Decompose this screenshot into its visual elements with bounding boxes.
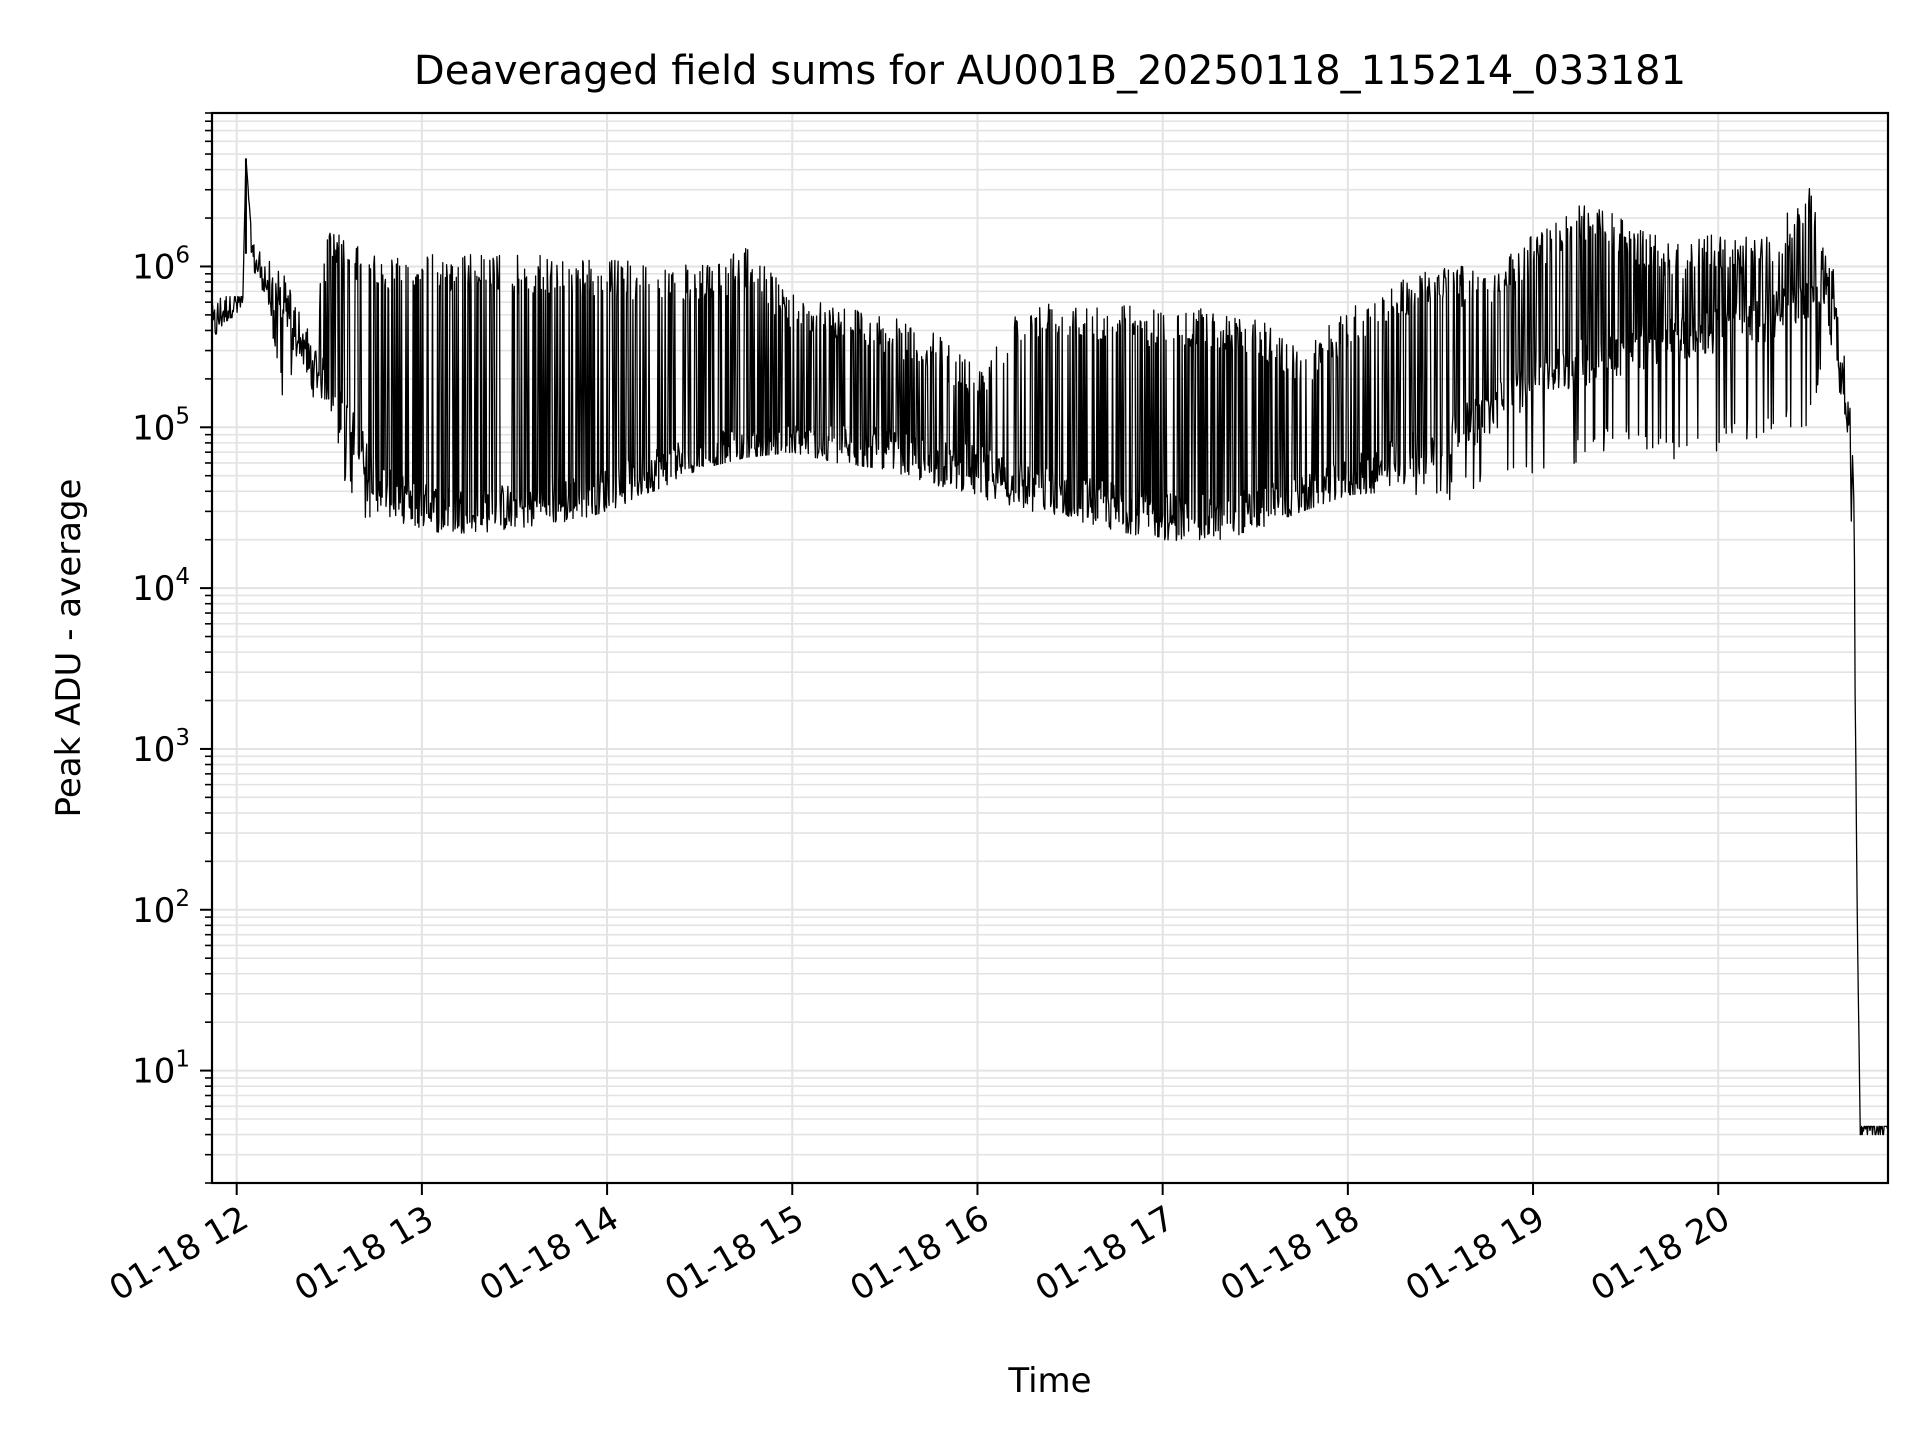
y-tick-label: 101 xyxy=(132,1047,190,1092)
y-tick-label: 104 xyxy=(132,564,190,609)
chart-title: Deaveraged field sums for AU001B_2025011… xyxy=(414,48,1686,94)
series-layer xyxy=(211,158,1889,1136)
grid-lines xyxy=(212,112,1888,1184)
y-tick-label: 103 xyxy=(132,725,190,770)
series-line xyxy=(211,160,1889,1136)
y-tick-label: 105 xyxy=(132,403,190,448)
y-tick-label: 106 xyxy=(132,242,190,287)
y-tick-label: 102 xyxy=(132,886,190,931)
plot-frame xyxy=(210,111,1890,1185)
x-axis-label: Time xyxy=(1007,1361,1091,1401)
y-axis-label: Peak ADU - average xyxy=(49,479,89,818)
